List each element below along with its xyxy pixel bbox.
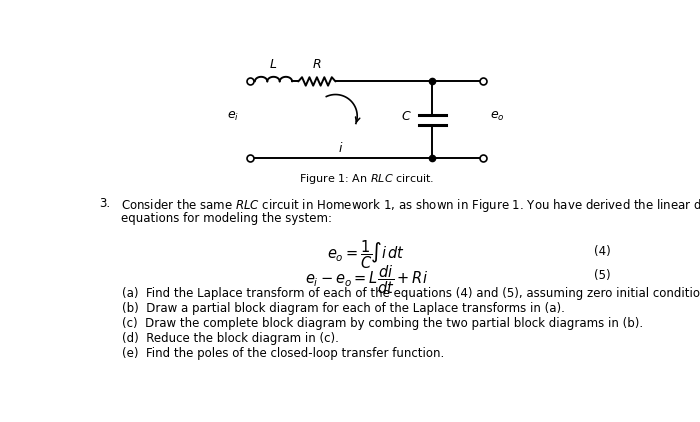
Text: (c)  Draw the complete block diagram by combing the two partial block diagrams i: (c) Draw the complete block diagram by c… — [122, 317, 643, 330]
Text: $e_i$: $e_i$ — [227, 110, 239, 123]
Text: $e_i - e_o = L\dfrac{di}{dt} + Ri$: $e_i - e_o = L\dfrac{di}{dt} + Ri$ — [305, 263, 428, 296]
Text: (5): (5) — [594, 269, 610, 282]
Text: $R$: $R$ — [312, 58, 321, 70]
Text: $e_o = \dfrac{1}{C}\!\int i\,dt$: $e_o = \dfrac{1}{C}\!\int i\,dt$ — [328, 238, 405, 271]
Text: $i$: $i$ — [338, 141, 343, 155]
Text: 3.: 3. — [99, 197, 111, 210]
Text: $C$: $C$ — [401, 110, 412, 122]
Text: equations for modeling the system:: equations for modeling the system: — [121, 211, 332, 225]
Text: $L$: $L$ — [270, 58, 278, 70]
Text: (4): (4) — [594, 245, 610, 258]
Text: $e_o$: $e_o$ — [491, 110, 505, 123]
Text: (b)  Draw a partial block diagram for each of the Laplace transforms in (a).: (b) Draw a partial block diagram for eac… — [122, 302, 566, 315]
Text: (d)  Reduce the block diagram in (c).: (d) Reduce the block diagram in (c). — [122, 332, 340, 345]
Text: (e)  Find the poles of the closed-loop transfer function.: (e) Find the poles of the closed-loop tr… — [122, 347, 444, 360]
Text: (a)  Find the Laplace transform of each of the equations (4) and (5), assuming z: (a) Find the Laplace transform of each o… — [122, 287, 700, 300]
Text: Figure 1: An $RLC$ circuit.: Figure 1: An $RLC$ circuit. — [299, 172, 434, 186]
Text: Consider the same $RLC$ circuit in Homework 1, as shown in Figure 1. You have de: Consider the same $RLC$ circuit in Homew… — [121, 197, 700, 214]
